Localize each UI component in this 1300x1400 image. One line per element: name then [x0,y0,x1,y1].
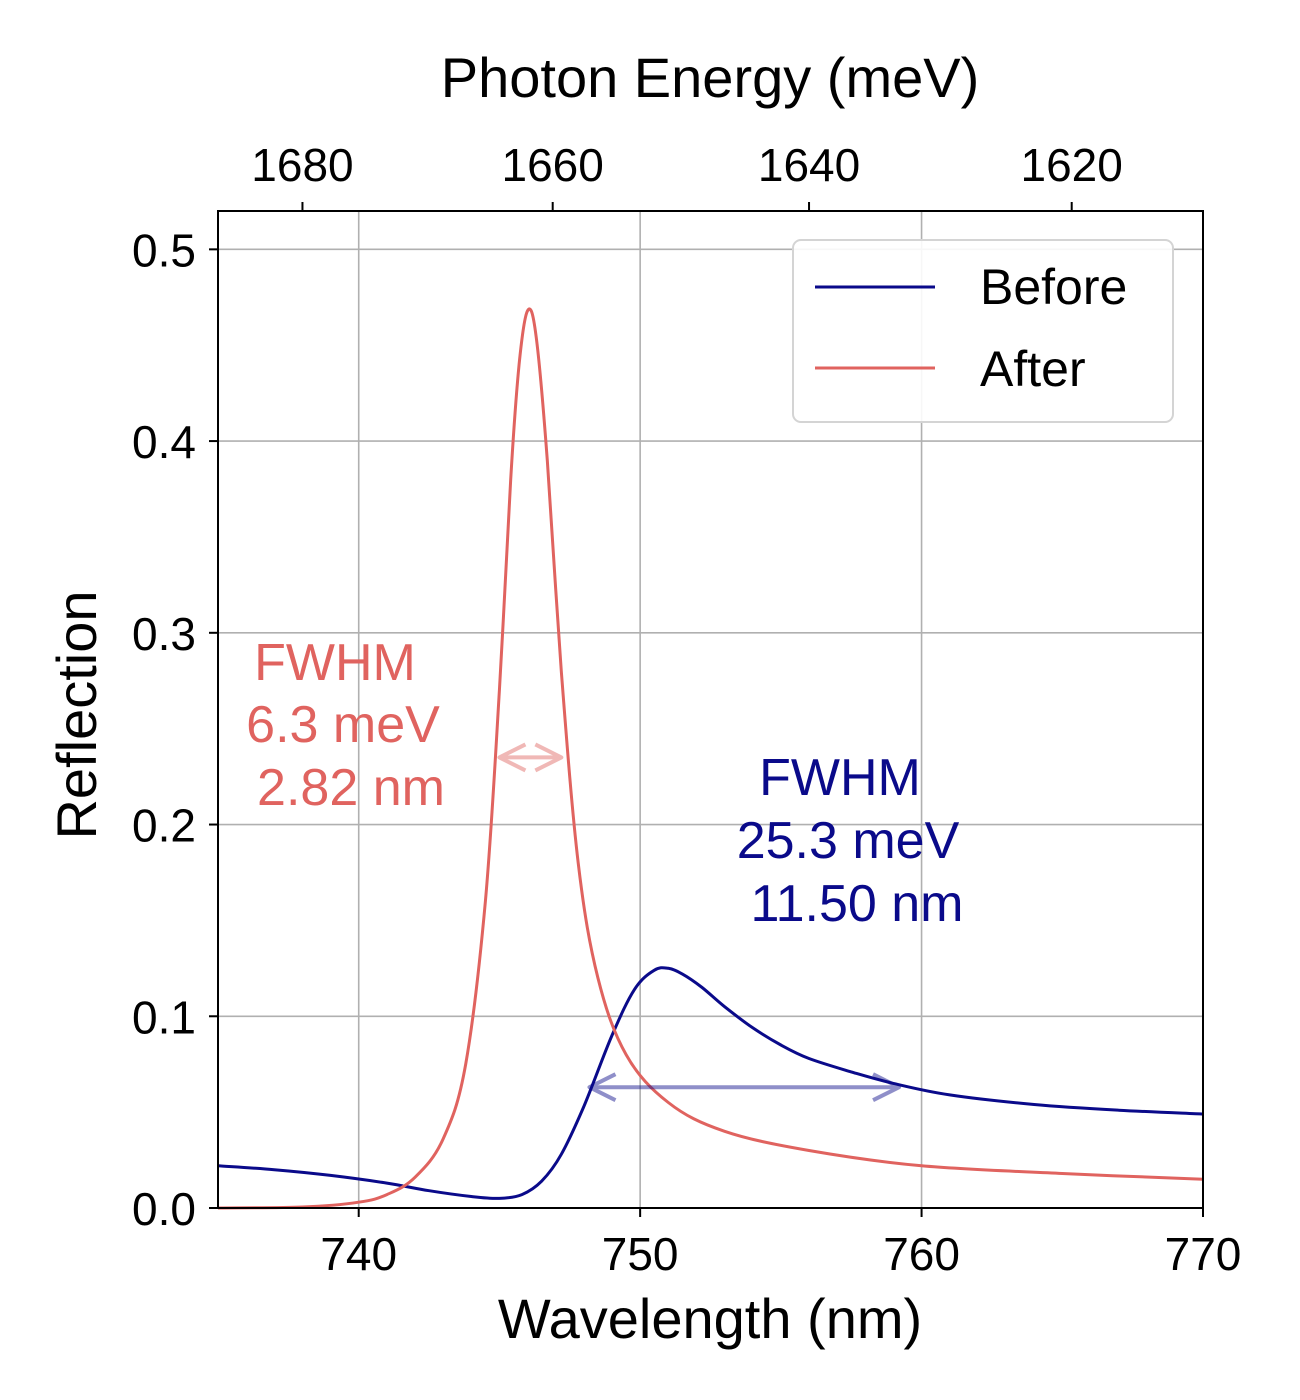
before-fwhm-arrow-head-right [872,1072,902,1102]
top-x-tick-label: 1680 [251,139,353,191]
before-fwhm-arrow-head-left [587,1072,617,1102]
y-axis-title: Reflection [45,590,108,839]
series-line-after [217,307,1204,1210]
legend-label-after: After [980,341,1086,397]
top-x-tick-label: 1660 [502,139,604,191]
fwhm-arrows [497,742,902,1102]
x-tick-label: 740 [320,1228,397,1280]
top-axis-title: Photon Energy (meV) [441,46,979,109]
after-fwhm-mev: 6.3 meV [246,696,440,754]
series-line-before [217,966,1204,1200]
after-fwhm-arrow [497,742,564,773]
after-fwhm-label: FWHM [254,634,416,692]
y-tick-label: 0.3 [132,608,196,660]
x-axis-title: Wavelength (nm) [498,1287,922,1350]
legend: Before After [792,239,1174,423]
top-x-tick-label: 1620 [1021,139,1123,191]
legend-label-before: Before [980,259,1127,315]
after-fwhm-arrow-head-left [497,742,527,773]
axis-ticks: 740 750 760 770 0.0 0.1 0.2 0.3 0.4 0.5 1680 1660 16… [132,139,1241,1280]
plot-frame [217,210,1204,1209]
before-fwhm-label: FWHM [759,749,921,807]
y-tick-label: 0.4 [132,416,196,468]
y-tick-label: 0.0 [132,1183,196,1235]
annotation-before-fwhm: FWHM 25.3 meV 11.50 nm [737,749,964,933]
before-fwhm-nm: 11.50 nm [751,875,964,933]
y-tick-label: 0.5 [132,224,196,276]
x-tick-label: 770 [1165,1228,1242,1280]
x-tick-label: 760 [883,1228,960,1280]
annotation-after-fwhm: FWHM 6.3 meV 2.82 nm [246,634,445,817]
y-tick-label: 0.2 [132,800,196,852]
x-tick-label: 750 [602,1228,679,1280]
before-fwhm-mev: 25.3 meV [737,812,960,870]
series-layer [217,307,1204,1210]
after-fwhm-nm: 2.82 nm [257,759,445,817]
before-fwhm-arrow [587,1072,902,1102]
y-tick-label: 0.1 [132,991,196,1043]
after-fwhm-arrow-head-right [534,742,564,773]
top-x-tick-label: 1640 [758,139,860,191]
